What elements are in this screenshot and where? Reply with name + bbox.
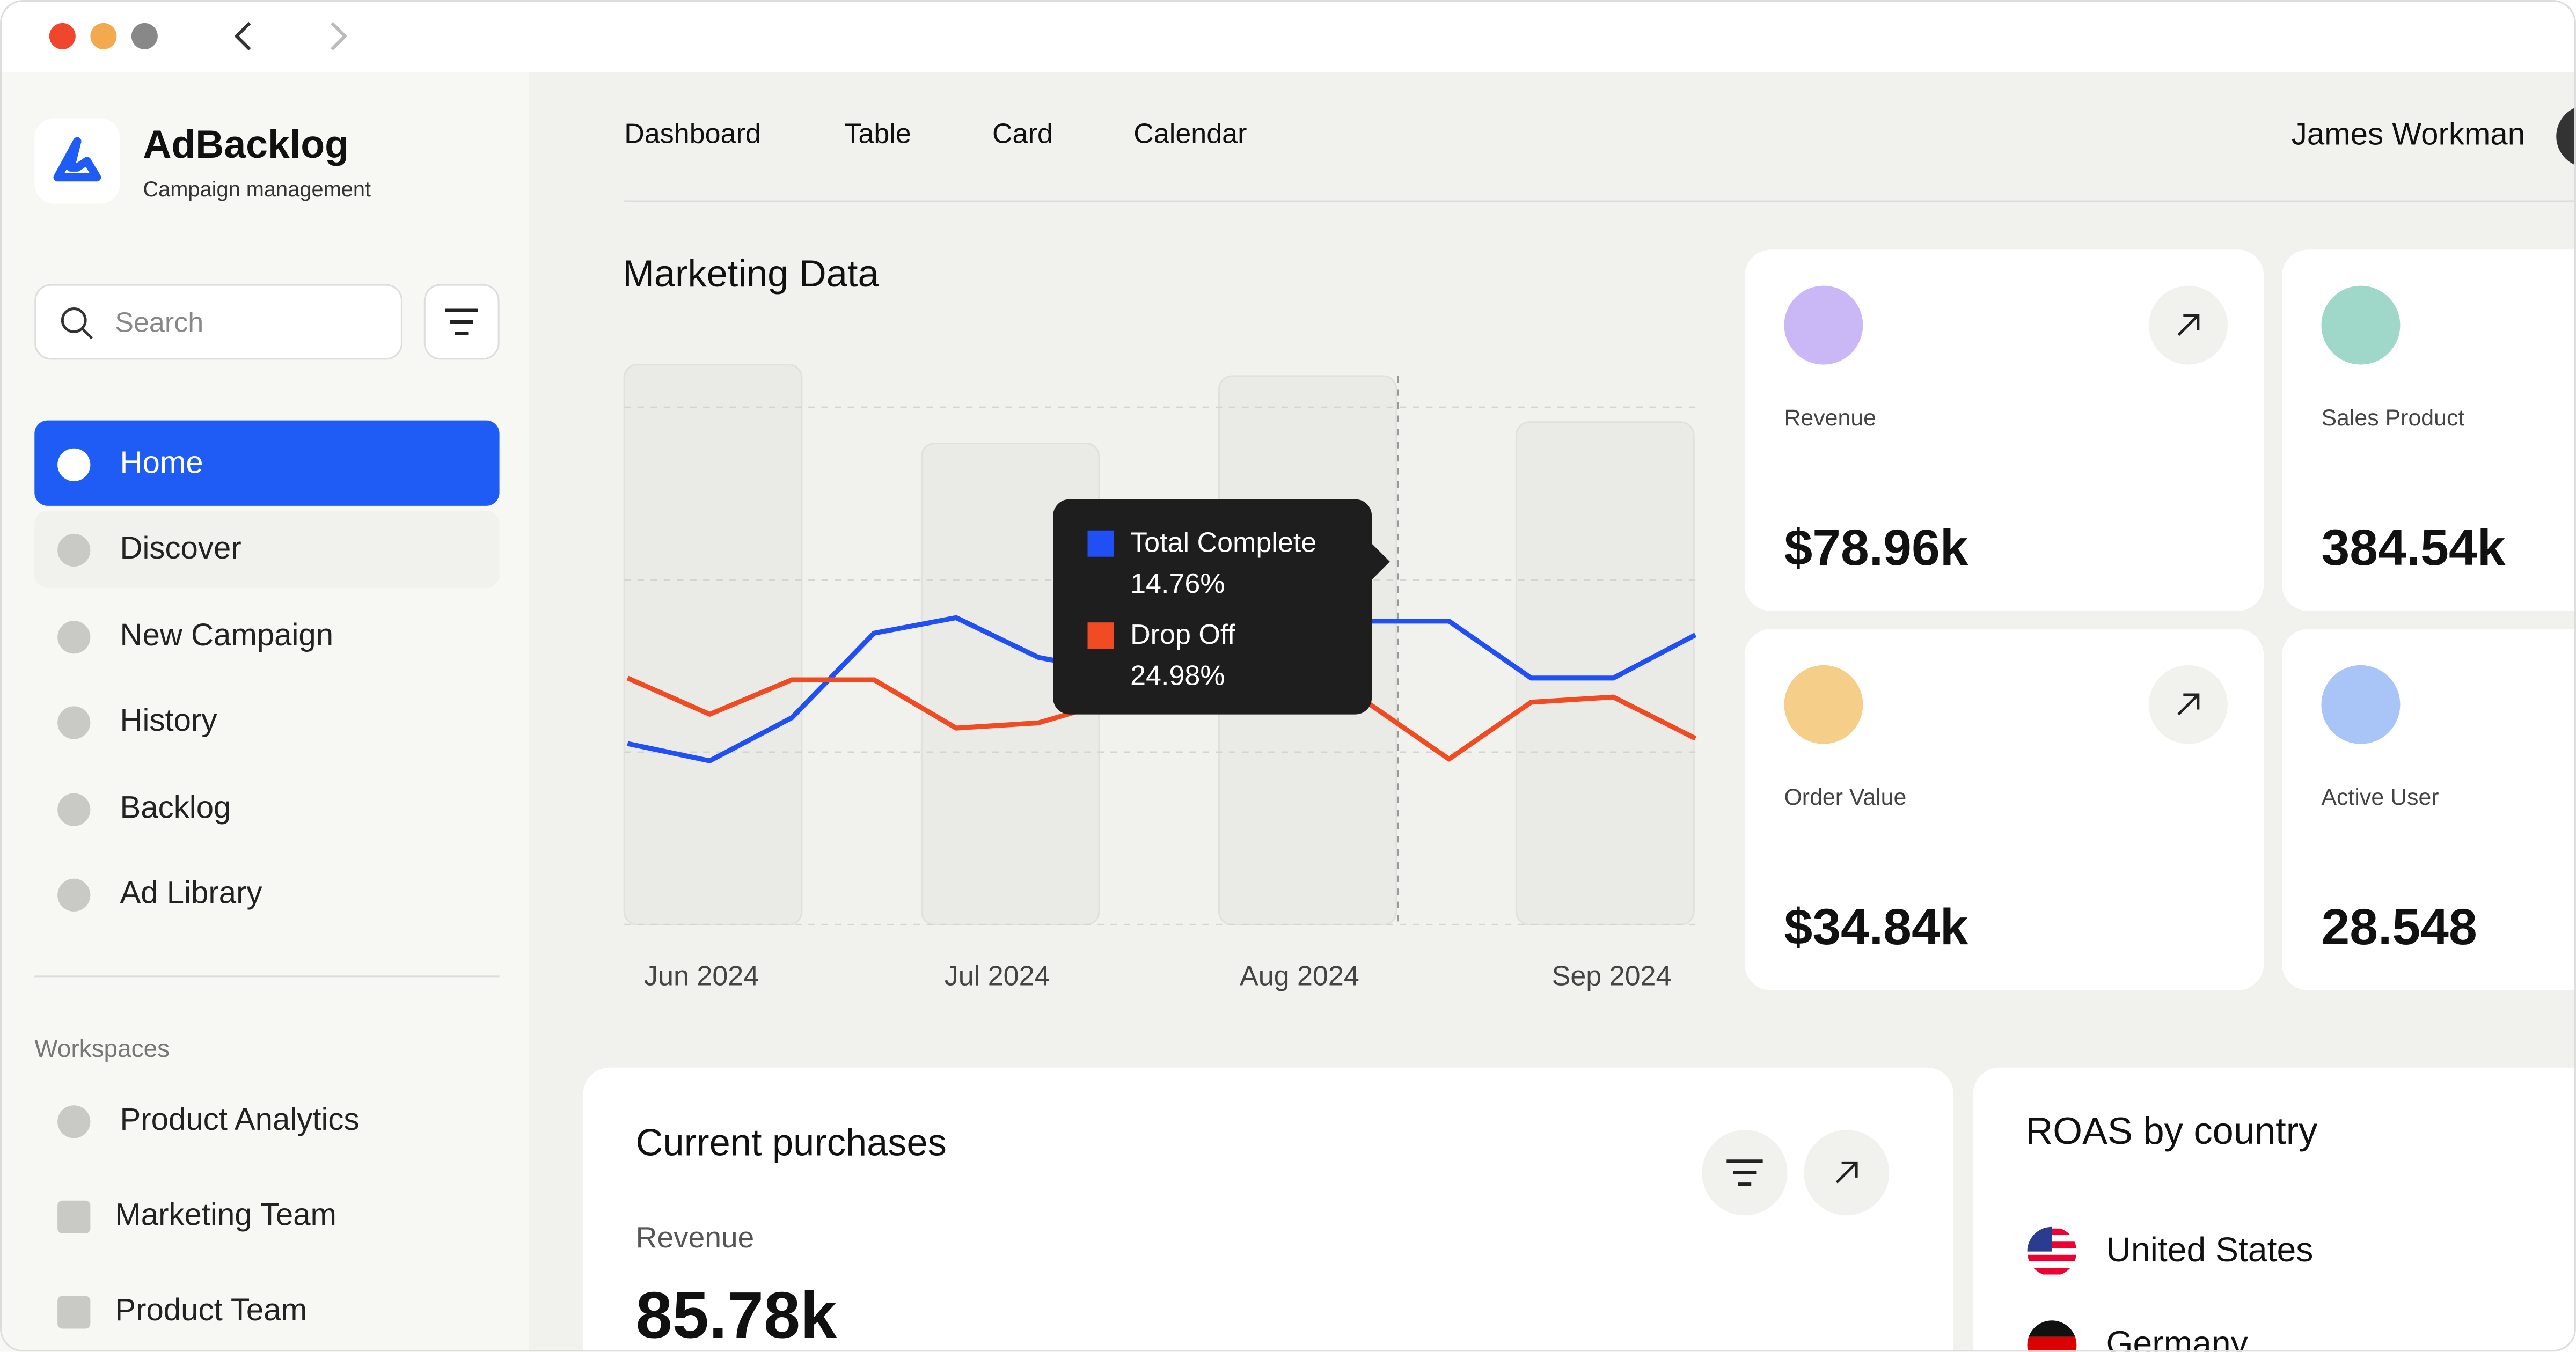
tooltip-value: 24.98% (1130, 660, 1225, 692)
tooltip-swatch (1087, 530, 1114, 557)
tooltip: Total Complete 14.76% Drop Off 24.98% (1053, 499, 1390, 715)
stat-value: 384.54k (2321, 519, 2506, 577)
stat-label: Order Value (1784, 783, 1907, 810)
nav-item[interactable]: Discover (120, 532, 241, 567)
purchases-title: Current purchases (635, 1121, 947, 1164)
divider (624, 200, 2576, 202)
expand-button[interactable] (2149, 285, 2228, 365)
maximize-button[interactable] (131, 23, 158, 49)
tab[interactable]: Card (992, 118, 1053, 150)
month-band (623, 364, 803, 925)
stat-label: Revenue (1784, 404, 1877, 431)
tab[interactable]: Dashboard (624, 118, 761, 150)
country: Germany (2106, 1325, 2248, 1352)
workspace-icon (57, 1296, 91, 1329)
stat-icon (2321, 665, 2401, 744)
nav-icon (57, 621, 91, 654)
search-placeholder: Search (115, 307, 204, 339)
stat-label: Sales Product (2321, 404, 2465, 431)
brand: AdBacklog (143, 123, 349, 168)
minimize-button[interactable] (90, 23, 117, 49)
tooltip-swatch (1087, 622, 1114, 649)
nav-item[interactable]: Home (120, 446, 203, 481)
workspace-icon (57, 1105, 91, 1138)
x-tick-label: Jul 2024 (945, 961, 1050, 992)
country: United States (2106, 1231, 2314, 1270)
month-band (1515, 421, 1695, 925)
nav-icon (57, 706, 91, 739)
chart-title: Marketing Data (623, 252, 879, 295)
nav-item[interactable]: Ad Library (120, 877, 262, 912)
tab[interactable]: Table (844, 118, 911, 150)
workspace-item[interactable]: Product Team (115, 1294, 308, 1329)
nav-item[interactable]: History (120, 704, 217, 739)
nav-item[interactable]: New Campaign (120, 619, 334, 654)
workspace-icon (57, 1200, 91, 1233)
user-name[interactable]: James Workman (2291, 118, 2526, 153)
flag-us (2027, 1226, 2077, 1276)
tooltip-value: 14.76% (1130, 568, 1225, 600)
tagline: Campaign management (143, 177, 371, 201)
stat-icon (2321, 285, 2401, 365)
nav-arrows[interactable] (226, 17, 358, 56)
roas-title: ROAS by country (2025, 1109, 2318, 1152)
purchases-label: Revenue (635, 1221, 755, 1254)
flag-de (2027, 1320, 2077, 1352)
expand-button[interactable] (1804, 1130, 1890, 1216)
nav-active-bg (34, 420, 500, 506)
logo (34, 118, 120, 204)
stat-label: Active User (2321, 783, 2439, 810)
tooltip-series: Total Complete (1130, 527, 1317, 559)
stat-value: 28.548 (2321, 898, 2477, 956)
x-tick-label: Aug 2024 (1240, 961, 1359, 992)
tab[interactable]: Calendar (1133, 118, 1247, 150)
nav-item[interactable]: Backlog (120, 791, 231, 826)
workspace-item[interactable]: Marketing Team (115, 1199, 337, 1233)
filter-button[interactable] (423, 284, 500, 360)
nav-icon (57, 448, 91, 481)
workspaces-title: Workspaces (34, 1035, 170, 1064)
title-bar (0, 0, 2576, 72)
stat-value: $34.84k (1784, 898, 1968, 956)
purchases-value: 85.78k (635, 1280, 837, 1352)
stat-value: $78.96k (1784, 519, 1968, 577)
stat-icon (1784, 665, 1863, 744)
tooltip-series: Drop Off (1130, 619, 1235, 651)
nav-icon (57, 878, 91, 912)
nav-icon (57, 793, 91, 826)
nav-icon (57, 533, 91, 567)
search-box[interactable] (34, 284, 402, 360)
roas-card (1973, 1067, 2576, 1352)
close-button[interactable] (49, 23, 76, 49)
x-tick-label: Jun 2024 (644, 961, 759, 992)
nav-hover-bg (34, 511, 500, 588)
stat-icon (1784, 285, 1863, 365)
filter-button[interactable] (1702, 1130, 1788, 1216)
x-tick-label: Sep 2024 (1552, 961, 1672, 992)
divider (34, 975, 500, 978)
expand-button[interactable] (2149, 665, 2228, 744)
workspace-item[interactable]: Product Analytics (120, 1104, 360, 1138)
